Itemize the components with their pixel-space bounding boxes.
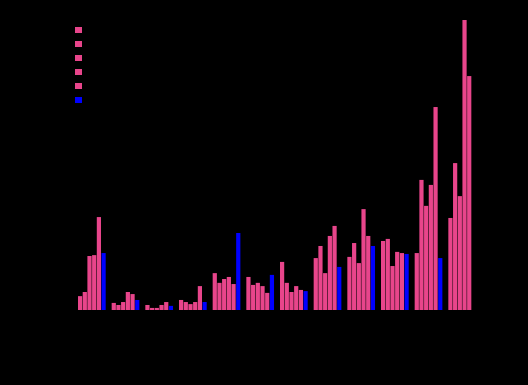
bar — [130, 294, 134, 310]
bar — [265, 293, 269, 310]
bar — [371, 246, 375, 310]
bar — [361, 209, 365, 310]
legend-swatch — [75, 27, 82, 33]
bar — [135, 300, 139, 310]
bar — [227, 277, 231, 310]
bar — [304, 291, 308, 310]
bar — [285, 283, 289, 310]
bar — [400, 253, 404, 310]
bar — [169, 306, 173, 310]
bar — [390, 266, 394, 310]
bar — [433, 107, 437, 310]
bar — [246, 277, 250, 310]
bar — [328, 236, 332, 310]
bar — [159, 305, 163, 310]
bar — [314, 258, 318, 310]
background — [0, 0, 528, 385]
bar — [429, 185, 433, 310]
legend-swatch — [75, 55, 82, 61]
bar — [198, 286, 202, 310]
bar — [97, 217, 101, 310]
bar — [87, 256, 91, 310]
bar — [395, 252, 399, 310]
bar — [270, 275, 274, 310]
bar — [102, 253, 106, 310]
bar — [150, 308, 154, 310]
chart-svg — [0, 0, 528, 385]
bar — [299, 290, 303, 310]
bar — [294, 286, 298, 310]
bar — [145, 305, 149, 310]
bar — [155, 308, 159, 310]
legend-swatch — [75, 97, 82, 103]
bar — [467, 76, 471, 310]
bar — [188, 304, 192, 310]
bar — [236, 233, 240, 310]
bar — [462, 20, 466, 310]
bar — [203, 302, 207, 310]
bar — [458, 196, 462, 310]
legend-swatch — [75, 41, 82, 47]
bar — [256, 283, 260, 310]
bar — [213, 273, 217, 310]
bar — [352, 243, 356, 310]
bar — [217, 283, 221, 310]
bar — [332, 226, 336, 310]
bar — [438, 258, 442, 310]
bar — [222, 279, 226, 310]
bar — [419, 180, 423, 310]
bar — [116, 305, 120, 310]
bar — [366, 236, 370, 310]
bar — [453, 163, 457, 310]
bar — [323, 273, 327, 310]
bar — [424, 206, 428, 310]
bar — [92, 255, 96, 310]
bars — [78, 20, 471, 310]
bar — [251, 285, 255, 310]
bar — [357, 263, 361, 310]
bar — [121, 302, 125, 310]
bar — [78, 296, 82, 310]
bar — [83, 292, 87, 310]
bar — [179, 300, 183, 310]
legend-swatch — [75, 69, 82, 75]
bar — [164, 302, 168, 310]
bar — [405, 254, 409, 310]
bar — [193, 302, 197, 310]
bar — [126, 292, 130, 310]
legend — [75, 27, 82, 103]
bar — [347, 257, 351, 310]
bar — [415, 253, 419, 310]
bar — [231, 284, 235, 310]
bar — [386, 239, 390, 310]
bar — [112, 303, 116, 310]
legend-swatch — [75, 83, 82, 89]
bar — [260, 286, 264, 310]
bar — [337, 267, 341, 310]
chart-container — [0, 0, 528, 385]
bar — [184, 302, 188, 310]
bar — [289, 292, 293, 310]
bar — [448, 218, 452, 310]
bar — [318, 246, 322, 310]
bar — [280, 262, 284, 310]
bar — [381, 241, 385, 310]
